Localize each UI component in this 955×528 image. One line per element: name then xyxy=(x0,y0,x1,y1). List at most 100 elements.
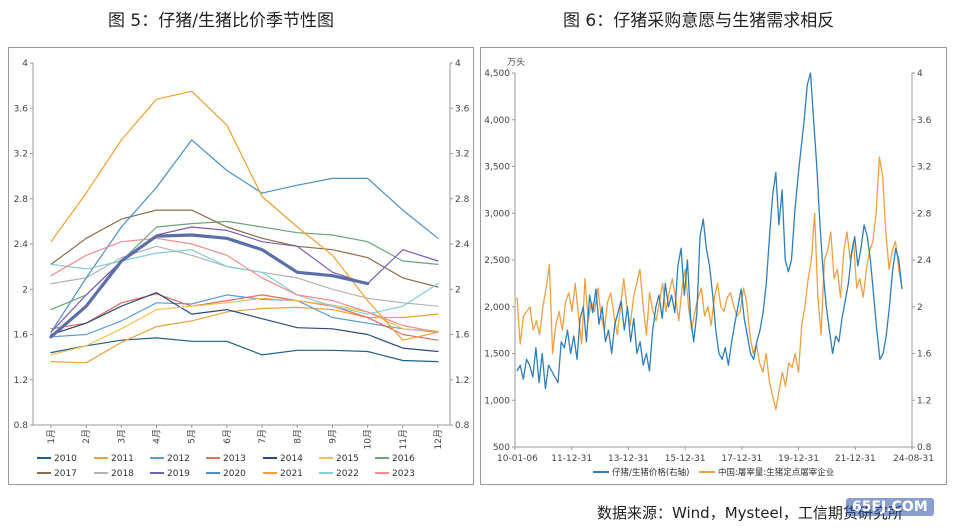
x-tick-label: 13-12-31 xyxy=(608,454,649,464)
legend-label: 2010 xyxy=(54,454,77,464)
x-tick-label: 2月 xyxy=(81,429,92,444)
y-left-unit-label: 万头 xyxy=(507,57,525,68)
series-line-2024 xyxy=(49,233,370,339)
legend-label: 仔猪/生猪价格(右轴) xyxy=(612,467,690,478)
legend-label: 2020 xyxy=(223,469,246,479)
legend-label: 2013 xyxy=(223,454,246,464)
series-line-2015 xyxy=(50,297,439,356)
legend-label: 2018 xyxy=(111,469,134,479)
y-right-tick-label: 2.4 xyxy=(455,240,470,250)
series-line-2014 xyxy=(50,292,439,353)
legend-item-piglet-hog-ratio: 仔猪/生猪价格(右轴) xyxy=(593,467,690,478)
x-tick-label: 19-12-31 xyxy=(778,454,819,464)
y-left-tick-label: 2,500 xyxy=(484,256,510,266)
legend-label: 2014 xyxy=(280,454,303,464)
legend-label: 2016 xyxy=(392,454,415,464)
legend-item-2010: 2010 xyxy=(37,454,77,464)
legend-label: 2011 xyxy=(111,454,134,464)
x-tick-label: 24-08-31 xyxy=(893,454,934,464)
series-line-2011 xyxy=(50,306,439,364)
x-tick-label: 12月 xyxy=(433,429,444,449)
y-right-tick-label: 2.4 xyxy=(917,256,932,266)
legend-label: 2015 xyxy=(336,454,359,464)
legend-item-2017: 2017 xyxy=(37,469,77,479)
y-right-tick-label: 4 xyxy=(917,69,923,79)
series-line-2016 xyxy=(50,220,439,311)
legend-item-slaughter-volume: 中国:屠宰量:生猪定点屠宰企业 xyxy=(699,467,834,478)
y-right-tick-label: 2 xyxy=(455,285,461,295)
legend-item-2018: 2018 xyxy=(94,469,134,479)
y-left-tick-label: 2.8 xyxy=(14,195,29,205)
x-tick-label: 1月 xyxy=(46,429,57,444)
series-line-2021 xyxy=(50,90,439,341)
y-right-tick-label: 2.8 xyxy=(455,195,470,205)
x-tick-label: 11月 xyxy=(398,429,409,449)
y-right-tick-label: 1.2 xyxy=(917,396,931,406)
y-left-tick-label: 3.6 xyxy=(14,104,29,114)
figure-5-title: 图 5：仔猪/生猪比价季节性图 xyxy=(108,11,334,31)
y-right-tick-label: 3.2 xyxy=(917,163,931,173)
data-source-note: 数据来源：Wind，Mysteel，工信期货研究所 xyxy=(597,504,903,522)
x-tick-label: 17-12-31 xyxy=(721,454,762,464)
y-left-tick-label: 1.2 xyxy=(14,376,28,386)
y-right-tick-label: 3.6 xyxy=(917,116,932,126)
y-left-tick-label: 1,500 xyxy=(484,350,510,360)
legend-label: 2017 xyxy=(54,469,77,479)
y-left-tick-label: 1.6 xyxy=(14,331,29,341)
figure-6-title: 图 6：仔猪采购意愿与生猪需求相反 xyxy=(563,11,835,31)
y-left-tick-label: 500 xyxy=(493,443,510,453)
y-right-tick-label: 2 xyxy=(917,303,923,313)
y-right-tick-label: 4 xyxy=(455,59,461,69)
legend-item-2020: 2020 xyxy=(206,469,246,479)
legend-label: 2023 xyxy=(392,469,415,479)
legend-item-2013: 2013 xyxy=(206,454,246,464)
y-left-tick-label: 4 xyxy=(22,59,28,69)
legend-label: 2021 xyxy=(280,469,303,479)
x-tick-label: 3月 xyxy=(116,429,127,444)
series-line-piglet-hog-ratio xyxy=(516,72,903,390)
legend-item-2023: 2023 xyxy=(375,469,415,479)
y-left-tick-label: 4,000 xyxy=(484,116,510,126)
legend-label: 2022 xyxy=(336,469,359,479)
x-tick-label: 21-12-31 xyxy=(835,454,876,464)
y-right-tick-label: 1.2 xyxy=(455,376,469,386)
y-left-tick-label: 3,000 xyxy=(484,209,510,219)
legend-label: 中国:屠宰量:生猪定点屠宰企业 xyxy=(718,467,834,478)
x-tick-label: 10月 xyxy=(363,429,374,449)
y-right-tick-label: 1.6 xyxy=(455,331,470,341)
y-left-tick-label: 2,000 xyxy=(484,303,510,313)
series-line-2012 xyxy=(50,294,439,338)
y-right-tick-label: 3.6 xyxy=(455,104,470,114)
x-tick-label: 5月 xyxy=(187,429,198,444)
x-tick-label: 10-01-06 xyxy=(497,454,538,464)
series-line-slaughter-volume xyxy=(516,156,903,411)
legend-item-2012: 2012 xyxy=(150,454,190,464)
y-right-tick-label: 2.8 xyxy=(917,209,932,219)
piglet-demand-vs-slaughter-chart: 万头 500 1,000 1,500 2,000 2,500 3,000 3,500 4,000… xyxy=(480,47,947,485)
legend-item-2015: 2015 xyxy=(319,454,359,464)
y-right-tick-label: 1.6 xyxy=(917,350,932,360)
x-tick-label: 4月 xyxy=(152,429,163,444)
series-line-2020 xyxy=(50,139,439,333)
y-left-tick-label: 2.4 xyxy=(14,240,29,250)
x-tick-label: 8月 xyxy=(292,429,303,444)
x-tick-label: 9月 xyxy=(327,429,338,444)
site-watermark: 65FJ.COM xyxy=(846,498,934,516)
y-left-tick-label: 1,000 xyxy=(484,396,510,406)
series-line-2010 xyxy=(50,337,439,363)
legend-label: 2019 xyxy=(167,469,190,479)
legend-item-2014: 2014 xyxy=(263,454,303,464)
series-line-2013 xyxy=(50,293,439,341)
y-right-tick-label: 3.2 xyxy=(455,150,469,160)
series-line-2023 xyxy=(50,237,439,333)
legend-label: 2012 xyxy=(167,454,190,464)
legend-item-2016: 2016 xyxy=(375,454,415,464)
x-tick-label: 6月 xyxy=(222,429,233,444)
legend-item-2021: 2021 xyxy=(263,469,303,479)
y-left-tick-label: 4,500 xyxy=(484,69,510,79)
series-line-2022 xyxy=(50,249,439,315)
x-tick-label: 7月 xyxy=(257,429,268,444)
piglet-hog-ratio-seasonal-chart: 0.8 1.2 1.6 2 2.4 2.8 3.2 3.6 4 0.8 1.2 1.6 2 2.4 2.8 3… xyxy=(8,47,474,494)
x-tick-label: 15-12-31 xyxy=(665,454,706,464)
legend-item-2011: 2011 xyxy=(94,454,134,464)
